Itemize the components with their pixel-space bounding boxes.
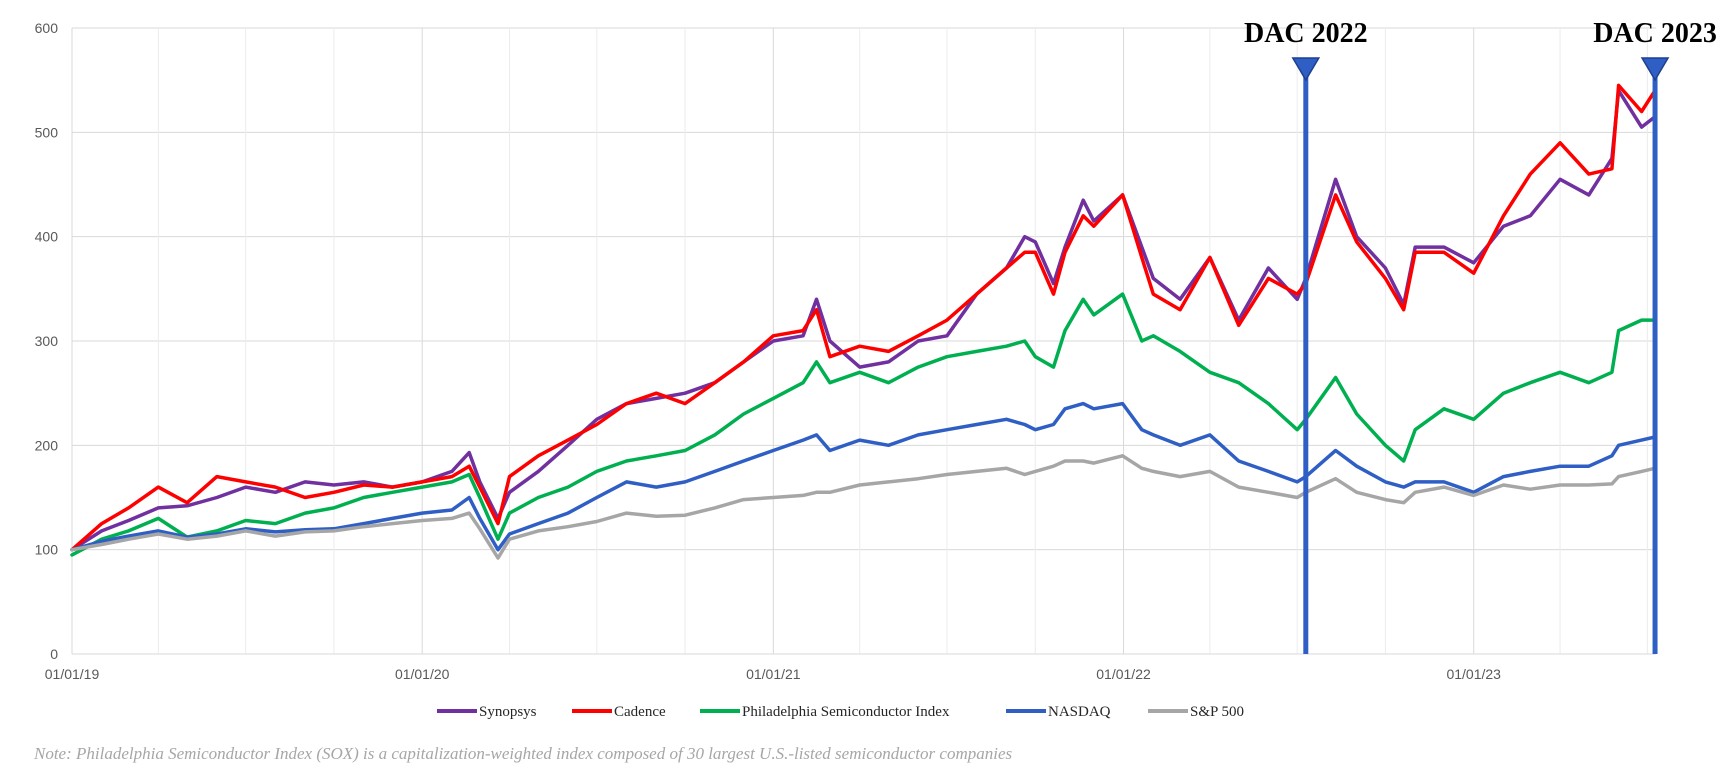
legend-label: Philadelphia Semiconductor Index bbox=[742, 704, 950, 720]
x-tick-label: 01/01/20 bbox=[395, 666, 450, 682]
legend-label: NASDAQ bbox=[1048, 704, 1111, 720]
y-tick-label: 400 bbox=[35, 229, 59, 245]
series-line-philadelphia-semiconductor-index bbox=[70, 292, 1657, 557]
x-tick-label: 01/01/19 bbox=[45, 666, 100, 682]
series-layer bbox=[70, 83, 1657, 560]
series-line-nasdaq bbox=[70, 401, 1657, 552]
y-tick-label: 100 bbox=[35, 542, 59, 558]
legend-label: Synopsys bbox=[479, 704, 537, 720]
footnote: Note: Philadelphia Semiconductor Index (… bbox=[34, 744, 1013, 763]
y-tick-label: 300 bbox=[35, 333, 59, 349]
y-tick-label: 500 bbox=[35, 124, 59, 140]
x-tick-label: 01/01/22 bbox=[1096, 666, 1151, 682]
event-label: DAC 2022 bbox=[1244, 18, 1368, 49]
x-tick-label: 01/01/21 bbox=[746, 666, 801, 682]
event-label: DAC 2023 bbox=[1593, 18, 1717, 49]
event-marker-triangle bbox=[1291, 57, 1321, 82]
y-tick-label: 600 bbox=[35, 20, 59, 36]
x-axis-ticks: 01/01/19 01/01/20 01/01/21 01/01/22 01/01/23 bbox=[45, 666, 1501, 682]
event-markers: DAC 2022 DAC 2023 bbox=[1244, 18, 1717, 654]
y-tick-label: 0 bbox=[50, 646, 58, 662]
grid-lines bbox=[71, 27, 1656, 654]
y-axis-ticks: 0 100 200 300 400 500 600 bbox=[35, 20, 59, 662]
event-marker-triangle bbox=[1640, 57, 1670, 82]
legend: Synopsys Cadence Philadelphia Semiconducto… bbox=[437, 704, 1244, 720]
legend-label: Cadence bbox=[614, 704, 666, 720]
y-tick-label: 200 bbox=[35, 437, 59, 453]
x-tick-label: 01/01/23 bbox=[1446, 666, 1501, 682]
series-line-cadence bbox=[70, 83, 1657, 552]
legend-label: S&P 500 bbox=[1190, 704, 1244, 720]
series-line-s-p-500 bbox=[70, 454, 1657, 560]
